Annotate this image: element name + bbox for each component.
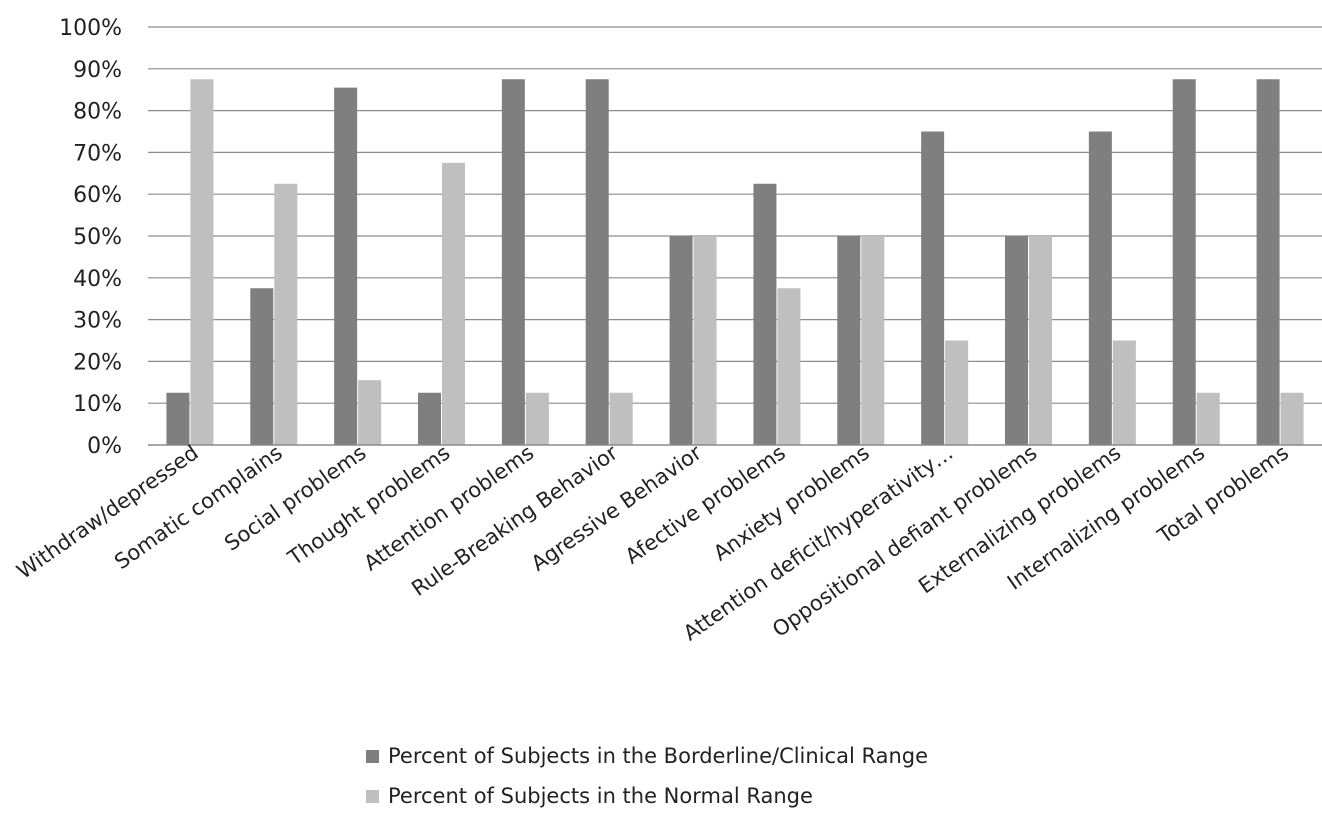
y-tick-label-30: 30%: [73, 309, 122, 334]
bar-thought-problems-series-1: [418, 392, 441, 445]
y-axis-tick-labels: 0% 10% 20% 30% 40% 50% 60% 70% 80% 90% 100%: [59, 16, 122, 459]
y-tick-label-100: 100%: [59, 16, 122, 41]
bar-social-problems-series-1: [334, 87, 358, 446]
bar-agressive-behavior-series-1: [669, 236, 693, 445]
y-tick-label-50: 50%: [73, 225, 122, 250]
legend-label-borderline-clinical: Percent of Subjects in the Borderline/Cl…: [388, 744, 929, 768]
bar-internalizing-problems-series-2: [1196, 392, 1220, 445]
legend-item-normal: Percent of Subjects in the Normal Range: [366, 776, 928, 816]
bars: [166, 79, 1304, 446]
bar-withdraw-depressed-series-2: [190, 79, 214, 445]
y-tick-label-40: 40%: [73, 267, 122, 292]
bar-social-problems-series-2: [358, 380, 382, 445]
bar-somatic-complains-series-1: [250, 288, 274, 445]
bar-anxiety-problems-series-1: [837, 236, 861, 445]
y-tick-label-70: 70%: [73, 141, 122, 166]
legend-label-normal: Percent of Subjects in the Normal Range: [388, 784, 813, 808]
bar-anxiety-problems-series-2: [861, 236, 885, 445]
bar-externalizing-problems-series-2: [1112, 340, 1136, 445]
bar-rule-breaking-behavior-series-1: [585, 79, 609, 445]
bar-oppositional-defiant-problems-series-1: [1005, 236, 1028, 445]
bar-attention-deficit-hyperativity-series-1: [921, 131, 945, 445]
bar-total-problems-series-2: [1280, 392, 1304, 445]
bar-attention-problems-series-1: [501, 79, 525, 445]
y-tick-label-90: 90%: [73, 58, 122, 83]
legend-item-borderline-clinical: Percent of Subjects in the Borderline/Cl…: [366, 736, 928, 776]
legend-swatch-normal: [366, 789, 379, 803]
bar-attention-problems-series-2: [525, 392, 549, 445]
bar-afective-problems-series-1: [753, 183, 777, 445]
bar-somatic-complains-series-2: [274, 183, 298, 445]
y-tick-label-20: 20%: [73, 350, 122, 375]
legend-swatch-borderline-clinical: [366, 749, 379, 763]
y-tick-label-10: 10%: [73, 392, 122, 417]
x-tick-label-social-problems: Social problems: [220, 440, 370, 555]
bar-total-problems-series-1: [1256, 79, 1280, 445]
y-tick-label-0: 0%: [87, 434, 122, 459]
bar-attention-deficit-hyperativity-series-2: [945, 340, 969, 445]
y-tick-label-60: 60%: [73, 183, 122, 208]
bar-rule-breaking-behavior-series-2: [609, 392, 633, 445]
bar-thought-problems-series-2: [442, 162, 465, 445]
legend: Percent of Subjects in the Borderline/Cl…: [366, 736, 928, 816]
bar-internalizing-problems-series-1: [1172, 79, 1196, 445]
bar-afective-problems-series-2: [777, 288, 801, 445]
bar-withdraw-depressed-series-1: [166, 392, 190, 445]
bar-agressive-behavior-series-2: [693, 236, 717, 445]
bar-externalizing-problems-series-1: [1088, 131, 1112, 445]
bar-oppositional-defiant-problems-series-2: [1029, 236, 1052, 445]
y-tick-label-80: 80%: [73, 100, 122, 125]
gridlines: [148, 26, 1322, 404]
